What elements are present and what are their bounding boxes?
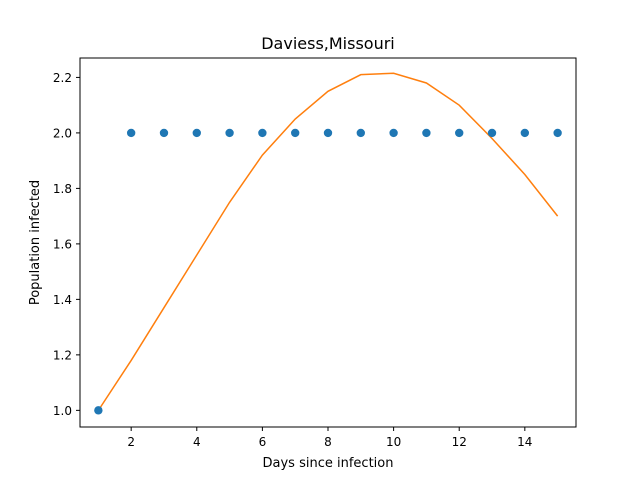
x-tick-label: 2 <box>127 435 135 449</box>
scatter-point <box>192 128 201 138</box>
x-tick-label: 8 <box>324 435 332 449</box>
y-axis-label: Population infected <box>28 180 43 305</box>
scatter-point <box>422 128 431 138</box>
scatter-point <box>520 128 530 138</box>
plot-area <box>94 72 562 415</box>
scatter-point <box>389 128 398 138</box>
scatter-point <box>126 128 136 138</box>
x-axis-label: Days since infection <box>263 456 394 471</box>
x-tick-label: 10 <box>386 435 401 449</box>
y-tick-label: 1.6 <box>53 237 72 251</box>
scatter-point <box>455 128 464 138</box>
x-tick-label: 14 <box>517 435 532 449</box>
y-tick-label: 1.4 <box>53 293 72 307</box>
scatter-point <box>356 128 365 138</box>
y-tick-label: 1.2 <box>53 348 72 362</box>
chart-title: Daviess,Missouri <box>261 34 395 53</box>
series-line-1 <box>97 72 559 411</box>
y-axis-ticks: 1.0 1.2 1.4 1.6 1.8 2.0 2.2 <box>53 71 80 418</box>
scatter-point <box>487 128 497 138</box>
y-tick-label: 2.2 <box>53 71 72 85</box>
x-tick-label: 6 <box>259 435 267 449</box>
scatter-point <box>258 128 267 138</box>
x-axis-ticks: 2 4 6 8 10 12 14 <box>127 427 532 449</box>
y-tick-label: 1.0 <box>53 404 72 418</box>
x-tick-label: 4 <box>193 435 201 449</box>
scatter-point <box>225 128 234 138</box>
scatter-point <box>323 128 333 138</box>
y-tick-label: 2.0 <box>53 126 72 140</box>
y-tick-label: 1.8 <box>53 182 72 196</box>
scatter-point <box>291 128 300 138</box>
axes-frame <box>79 57 577 428</box>
scatter-point <box>159 128 169 138</box>
scatter-point <box>553 128 562 138</box>
scatter-point <box>94 406 103 415</box>
x-tick-label: 12 <box>452 435 467 449</box>
